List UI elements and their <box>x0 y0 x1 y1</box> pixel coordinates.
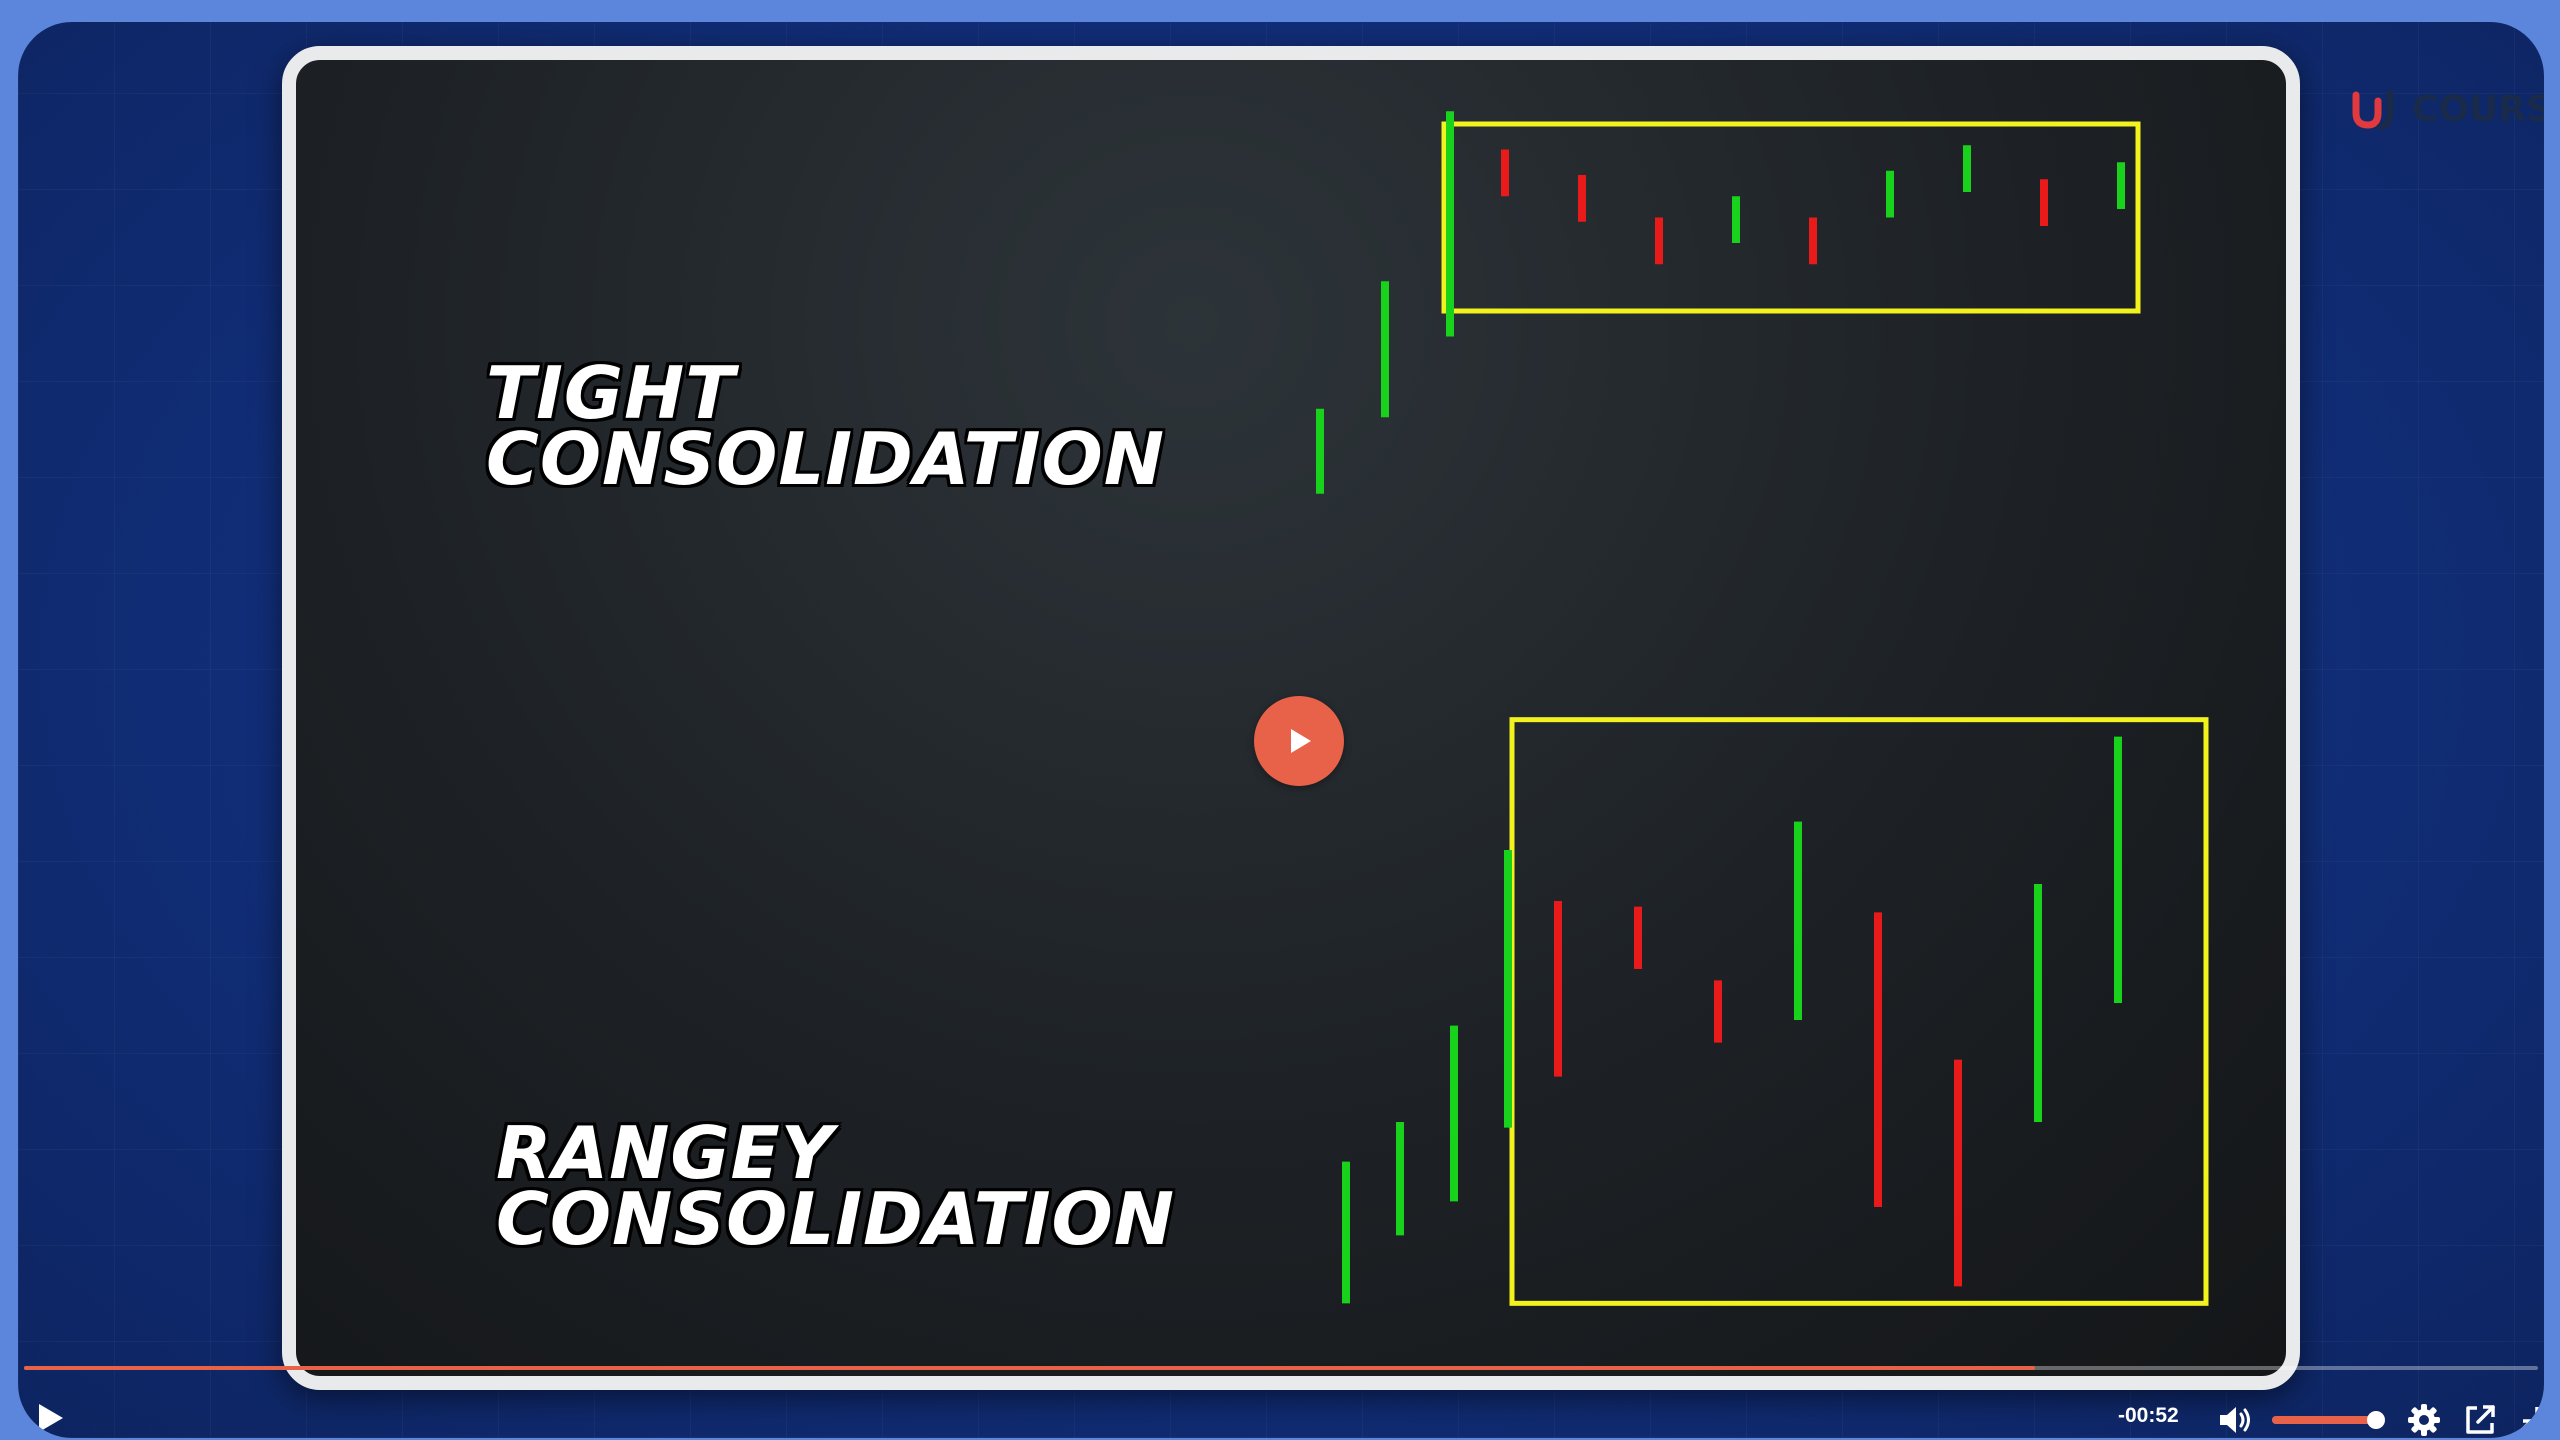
gear-icon <box>2408 1404 2440 1436</box>
popout-button[interactable] <box>2458 1398 2502 1438</box>
progress-bar[interactable] <box>24 1366 2538 1370</box>
popout-icon <box>2466 1405 2495 1434</box>
settings-button[interactable] <box>2402 1398 2446 1438</box>
heading-tight-line-2: CONSOLIDATION <box>486 417 1165 501</box>
wj-logo-icon <box>2352 89 2394 131</box>
volume-slider-fill <box>2272 1416 2376 1424</box>
mute-button[interactable] <box>2214 1398 2258 1438</box>
heading-rangey-line-2: CONSOLIDATION <box>496 1177 1175 1261</box>
consolidation-chart <box>1316 111 2209 1306</box>
brand-logo: COURSE <box>2350 84 2544 134</box>
heading-tight-consolidation: TIGHT CONSOLIDATION <box>486 351 1165 501</box>
volume-slider-knob[interactable] <box>2367 1411 2385 1429</box>
heading-tight-line-1: TIGHT <box>486 351 736 435</box>
brand-name: COURSE <box>2412 88 2544 130</box>
exit-fullscreen-icon <box>2519 1405 2544 1433</box>
rangey-consolidation-box <box>1509 717 2209 1306</box>
volume-icon <box>2220 1407 2250 1433</box>
play-icon <box>1291 729 1311 753</box>
video-frame: TIGHT CONSOLIDATION RANGEY CONSOLIDATION <box>282 46 2300 1390</box>
exit-fullscreen-button[interactable] <box>2512 1396 2544 1438</box>
time-remaining: -00:52 <box>2118 1404 2179 1427</box>
progress-bar-fill <box>24 1366 2036 1370</box>
play-icon <box>39 1404 63 1432</box>
volume-slider[interactable] <box>2272 1411 2385 1429</box>
center-play-button[interactable] <box>1254 696 1344 786</box>
player-controls: -00:52 <box>18 1362 2544 1438</box>
heading-rangey-consolidation: RANGEY CONSOLIDATION <box>496 1111 1175 1261</box>
video-player[interactable]: TIGHT CONSOLIDATION RANGEY CONSOLIDATION… <box>18 22 2544 1438</box>
tight-consolidation-box <box>1441 121 2141 314</box>
heading-rangey-line-1: RANGEY <box>496 1111 834 1195</box>
play-button[interactable] <box>24 1396 74 1438</box>
